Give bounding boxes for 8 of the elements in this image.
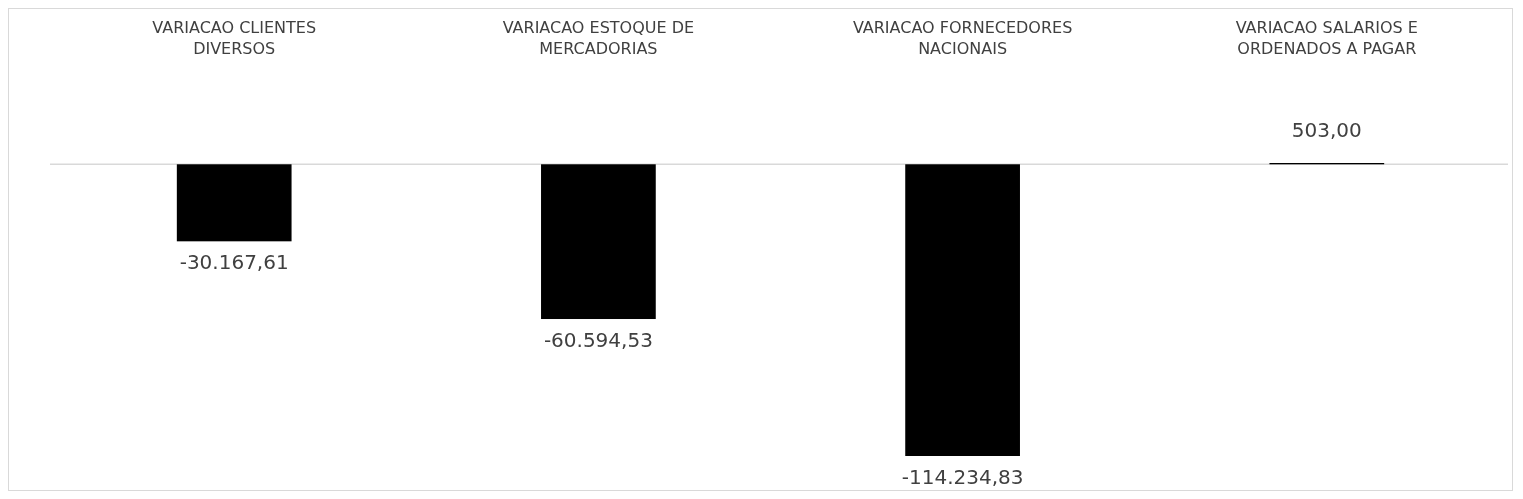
x-tick-label: VARIACAO ESTOQUE DE MERCADORIAS [502, 18, 695, 58]
data-label: -114.234,83 [901, 465, 1024, 489]
data-label: -60.594,53 [543, 328, 653, 353]
data-label: -30.167,61 [179, 250, 289, 275]
data-label: 503,00 [1291, 118, 1362, 142]
x-tick-label: VARIACAO SALARIOS E ORDENADOS A PAGAR [1235, 18, 1418, 58]
x-tick-label: VARIACAO CLIENTES DIVERSOS [152, 18, 317, 58]
x-tick-label: VARIACAO FORNECEDORES NACIONAIS [852, 18, 1073, 58]
